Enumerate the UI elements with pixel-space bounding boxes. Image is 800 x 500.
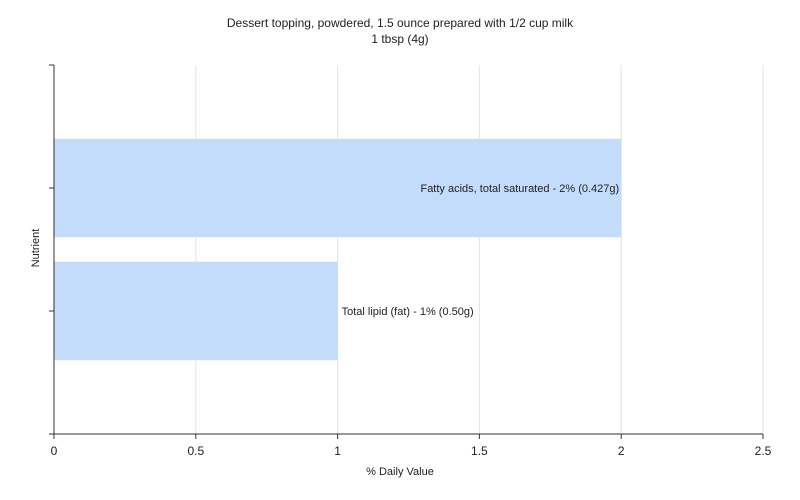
x-tick-label: 1.5 xyxy=(471,444,488,458)
bar-label: Fatty acids, total saturated - 2% (0.427… xyxy=(420,183,619,195)
x-tick-label: 0.5 xyxy=(187,444,204,458)
bar xyxy=(54,261,338,361)
chart-title: Dessert topping, powdered, 1.5 ounce pre… xyxy=(226,16,574,30)
x-tick-label: 0 xyxy=(51,444,58,458)
x-tick-label: 1 xyxy=(334,444,341,458)
bar-label: Total lipid (fat) - 1% (0.50g) xyxy=(342,306,474,318)
x-axis-label: % Daily Value xyxy=(366,466,434,478)
x-tick-label: 2.5 xyxy=(755,444,772,458)
x-tick-label: 2 xyxy=(618,444,625,458)
bar xyxy=(54,138,622,238)
chart-subtitle: 1 tbsp (4g) xyxy=(371,32,429,46)
